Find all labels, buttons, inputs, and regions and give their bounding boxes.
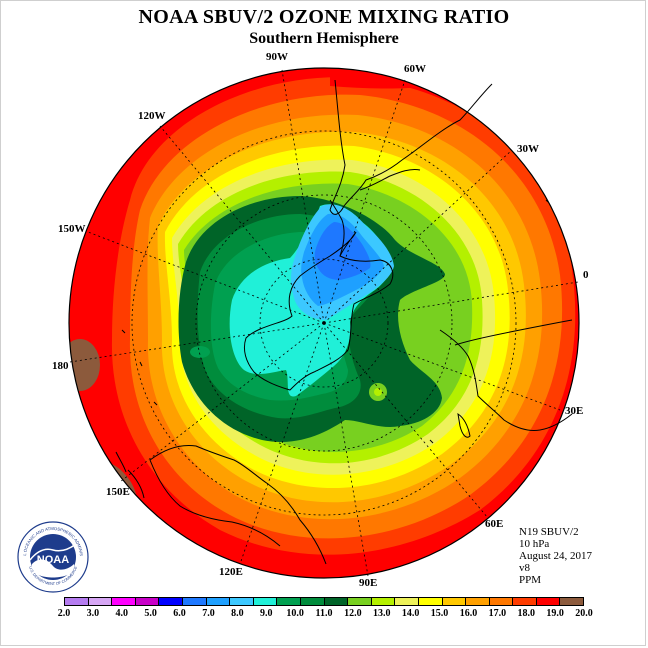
legend-tick-label: 2.0: [57, 608, 71, 619]
legend-tick-label: 12.0: [344, 608, 362, 619]
pressure-level-label: 10 hPa: [519, 538, 550, 550]
lon-label-60e: 60E: [485, 518, 504, 530]
latitude-circle-1: [259, 258, 389, 388]
legend-tick-label: 6.0: [173, 608, 186, 619]
units-label: PPM: [519, 574, 542, 586]
meridian-150e: [119, 322, 325, 483]
lon-label-180: 180: [52, 360, 69, 372]
coastlines: [115, 79, 573, 565]
meridian-30e: [323, 322, 561, 411]
blob-light-green-2: [430, 364, 450, 380]
legend-tick-label: 10.0: [286, 608, 304, 619]
legend-swatch: [560, 598, 584, 605]
coast-islands: [121, 199, 549, 444]
lon-label-30e: 30E: [565, 405, 584, 417]
lon-label-60w: 60W: [404, 63, 426, 75]
coast-africa: [439, 329, 573, 431]
graticule: [69, 69, 579, 577]
coast-new-zealand: [115, 451, 145, 499]
blob-yellow-green: [374, 388, 382, 396]
legend-swatch: [442, 598, 467, 605]
legend-tick-label: 14.0: [401, 608, 420, 619]
latitude-circle-3: [131, 130, 517, 516]
legend-swatch: [135, 598, 160, 605]
legend-tick-label: 16.0: [459, 608, 478, 619]
lon-label-90e: 90E: [359, 577, 378, 589]
legend-tick-label: 18.0: [517, 608, 535, 619]
map-boundary: [68, 67, 580, 579]
lon-label-0: 0: [583, 269, 589, 281]
lon-label-90w: 90W: [266, 51, 288, 63]
meridian-150w: [87, 231, 325, 324]
legend-tick-label: 5.0: [144, 608, 157, 619]
color-legend-ticks: 2.0 3.0 4.0 5.0 6.0 7.0 8.0 9.0 10.0 11.0 12.0 13.0…: [0, 608, 648, 622]
legend-tick-label: 11.0: [315, 608, 333, 619]
lon-label-150w: 150W: [58, 223, 86, 235]
coast-antarctic-peninsula: [329, 199, 345, 257]
date-label: August 24, 2017: [519, 550, 593, 562]
legend-tick-label: 15.0: [430, 608, 449, 619]
coast-madagascar: [457, 412, 471, 438]
legend-swatch: [277, 598, 301, 605]
legend-swatch: [513, 598, 537, 605]
satellite-label: N19 SBUV/2: [519, 526, 579, 538]
legend-swatch: [395, 598, 419, 605]
legend-swatch: [112, 598, 136, 605]
lon-label-150e: 150E: [106, 486, 130, 498]
noaa-logo: NOAA NATIONAL OCEANIC AND ATMOSPHERIC AD…: [16, 520, 89, 593]
legend-swatch: [230, 598, 254, 605]
coast-south-america-east: [359, 169, 421, 191]
legend-tick-label: 8.0: [231, 608, 244, 619]
coast-australia: [149, 445, 327, 565]
version-label: v8: [519, 562, 530, 574]
coast-australia-south: [149, 459, 281, 547]
legend-swatch: [88, 598, 113, 605]
legend-swatch: [466, 598, 490, 605]
legend-swatch: [371, 598, 396, 605]
legend-tick-label: 19.0: [546, 608, 564, 619]
legend-swatch: [159, 598, 183, 605]
map-title: NOAA SBUV/2 OZONE MIXING RATIO: [138, 6, 510, 28]
legend-tick-label: 3.0: [86, 608, 100, 619]
lon-label-120w: 120W: [138, 110, 166, 122]
lon-label-30w: 30W: [517, 143, 539, 155]
legend-swatch: [65, 598, 89, 605]
color-legend-bar: [64, 597, 584, 606]
legend-tick-label: 4.0: [115, 608, 129, 619]
coast-antarctica: [243, 231, 394, 391]
legend-tick-label: 20.0: [575, 608, 593, 619]
coast-south-america: [329, 79, 493, 215]
legend-swatch: [418, 598, 443, 605]
legend-tick-label: 17.0: [488, 608, 507, 619]
latitude-circle-2: [195, 194, 453, 452]
legend-swatch: [300, 598, 325, 605]
info-block: N19 SBUV/2 10 hPa August 24, 2017 v8 PPM: [519, 526, 592, 586]
coast-africa-north: [454, 319, 573, 346]
legend-swatch: [206, 598, 231, 605]
legend-tick-label: 7.0: [202, 608, 215, 619]
legend-swatch: [324, 598, 349, 605]
legend-tick-label: 9.0: [259, 608, 273, 619]
legend-tick-label: 13.0: [373, 608, 391, 619]
legend-swatch: [182, 598, 207, 605]
lon-label-120e: 120E: [219, 566, 243, 578]
map-subtitle: Southern Hemisphere: [249, 30, 399, 47]
legend-swatch: [489, 598, 514, 605]
legend-swatch: [253, 598, 278, 605]
legend-swatch: [348, 598, 372, 605]
logo-text: NOAA: [37, 554, 69, 566]
legend-swatch: [536, 598, 561, 605]
blob-green: [190, 346, 210, 358]
